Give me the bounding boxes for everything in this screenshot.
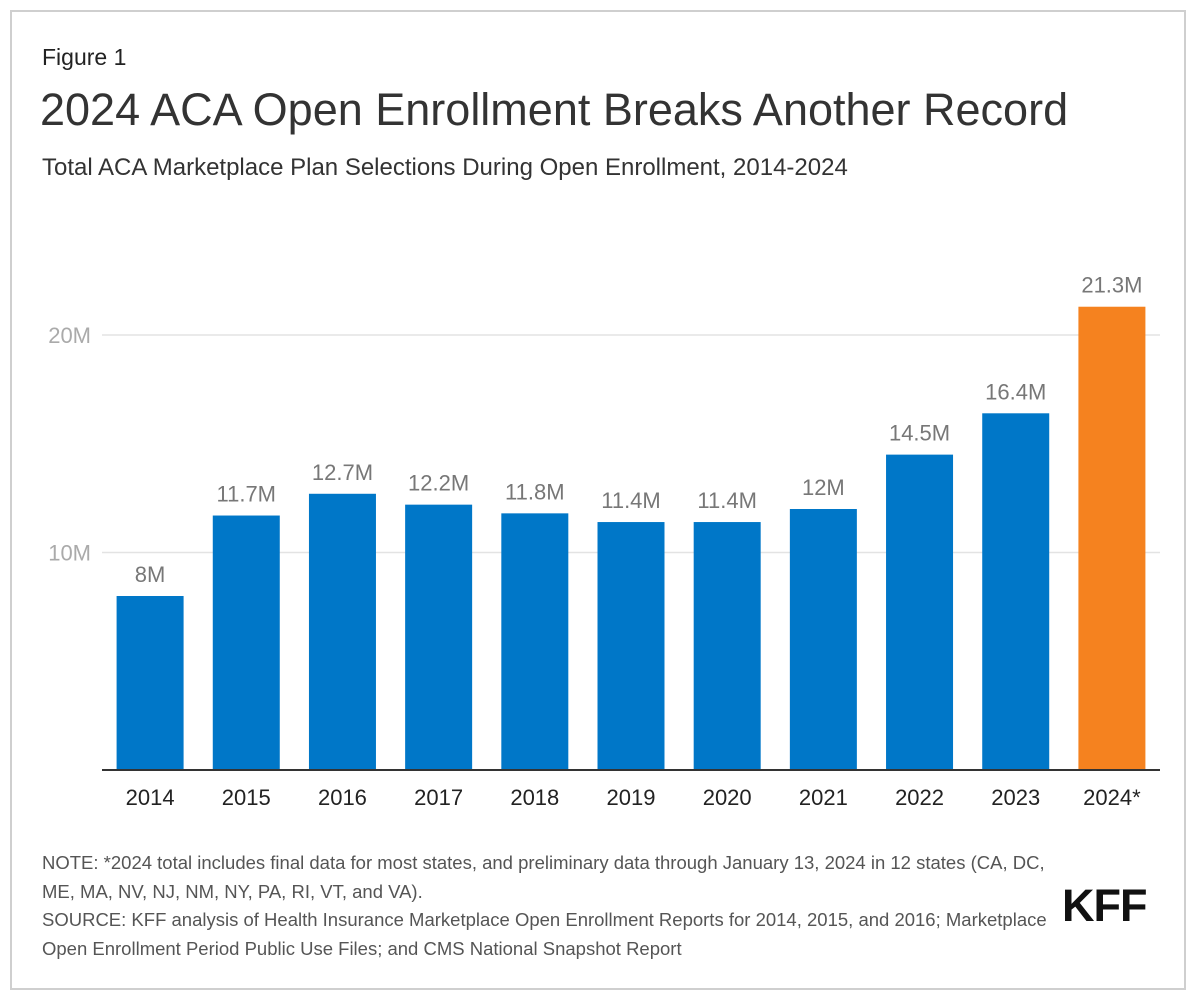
data-label: 11.4M <box>697 488 757 513</box>
x-tick-label: 2022 <box>895 785 944 810</box>
bar <box>405 504 473 770</box>
bar <box>1078 306 1146 770</box>
x-tick-label: 2019 <box>607 785 656 810</box>
data-label: 11.8M <box>505 479 565 504</box>
chart-note: NOTE: *2024 total includes final data fo… <box>42 852 1045 902</box>
x-tick-label: 2016 <box>318 785 367 810</box>
bar <box>308 493 376 770</box>
x-tick-label: 2018 <box>510 785 559 810</box>
x-tick-label: 2014 <box>126 785 175 810</box>
x-tick-label: 2015 <box>222 785 271 810</box>
bar <box>693 522 761 770</box>
chart-source: SOURCE: KFF analysis of Health Insurance… <box>42 909 1047 959</box>
bar <box>116 596 184 770</box>
bar <box>789 509 857 770</box>
data-label: 12.2M <box>408 471 469 496</box>
x-tick-label: 2023 <box>991 785 1040 810</box>
chart-title: 2024 ACA Open Enrollment Breaks Another … <box>40 84 1069 135</box>
data-label: 8M <box>135 562 166 587</box>
y-tick-label: 10M <box>48 541 91 566</box>
data-label: 12M <box>802 475 845 500</box>
data-label: 11.4M <box>601 488 661 513</box>
y-tick-label: 20M <box>48 323 91 348</box>
bar <box>982 413 1050 770</box>
data-label: 16.4M <box>985 379 1046 404</box>
x-tick-label: 2024* <box>1083 785 1141 810</box>
bar <box>212 515 280 770</box>
data-label: 12.7M <box>312 460 373 485</box>
x-tick-label: 2017 <box>414 785 463 810</box>
data-label: 21.3M <box>1081 273 1142 298</box>
x-tick-label: 2020 <box>703 785 752 810</box>
data-label: 11.7M <box>217 482 277 507</box>
x-tick-label: 2021 <box>799 785 848 810</box>
bar <box>597 522 665 770</box>
kff-logo: KFF <box>1062 880 1147 931</box>
bar <box>886 454 954 770</box>
data-label: 14.5M <box>889 421 950 446</box>
bar <box>501 513 569 770</box>
figure-label: Figure 1 <box>42 44 127 70</box>
chart-subtitle: Total ACA Marketplace Plan Selections Du… <box>42 154 848 181</box>
